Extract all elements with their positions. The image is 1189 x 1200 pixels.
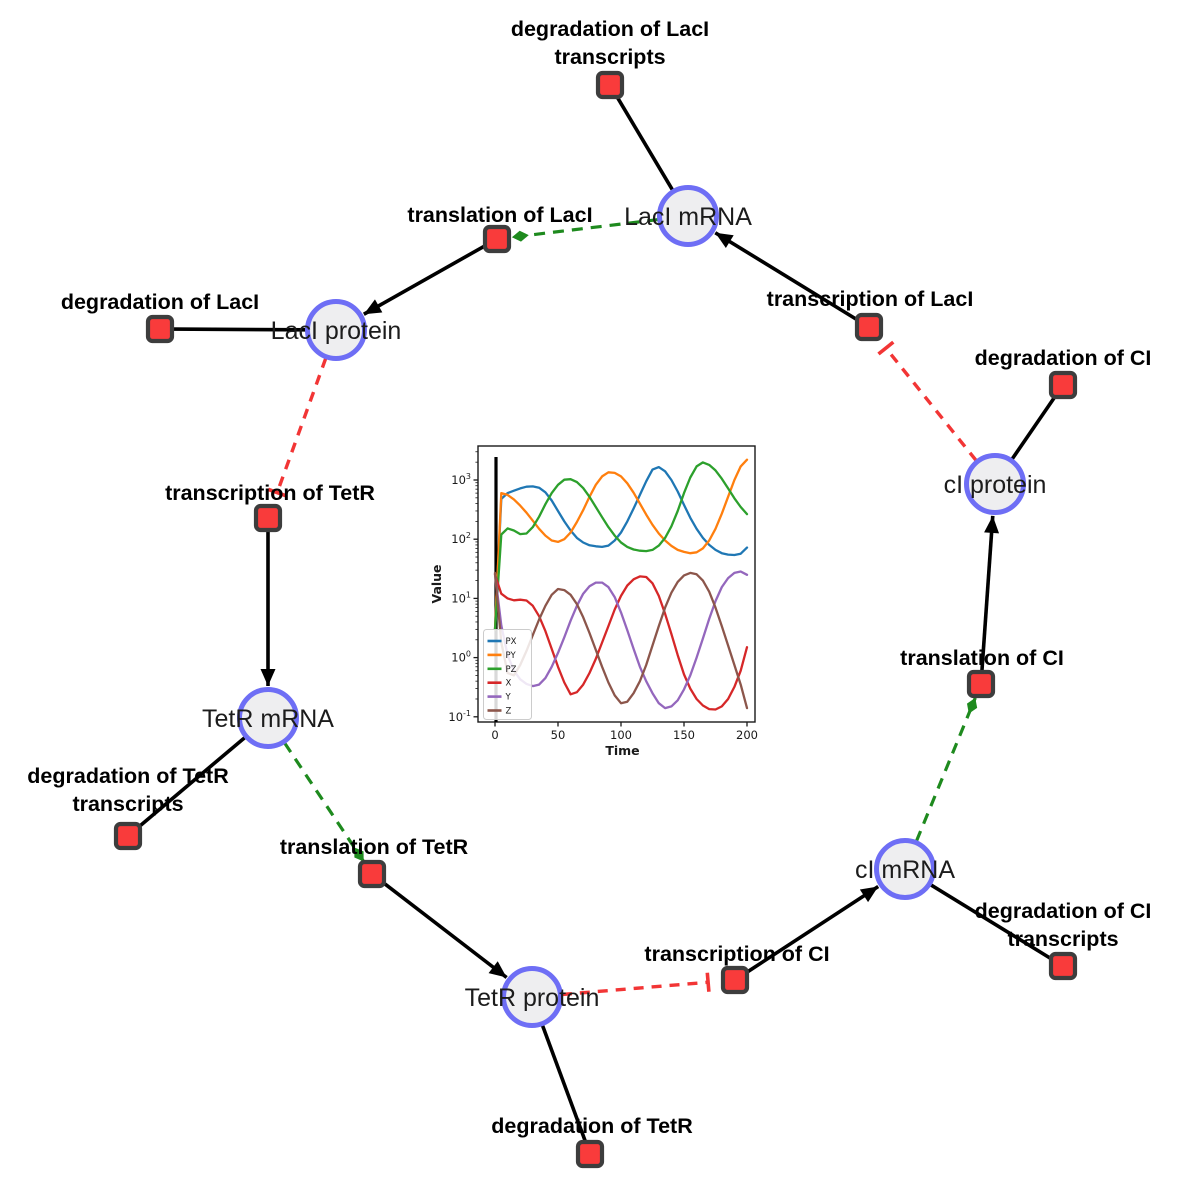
reaction-label-translation-of-tetr: translation of TetR	[280, 835, 469, 859]
legend-label-X: X	[506, 679, 512, 689]
reaction-node-degradation-of-laci-transcripts[interactable]	[595, 70, 625, 100]
reaction-label-degradation-of-laci: degradation of LacI	[61, 290, 259, 314]
x-tick-label: 200	[736, 728, 758, 742]
edge-inhibition-tetr-protein-to-transcription-of-ci[interactable]	[561, 972, 711, 997]
reaction-node-degradation-of-ci[interactable]	[1048, 370, 1078, 400]
legend-label-Y: Y	[505, 693, 512, 703]
y-tick-label: 102	[451, 531, 471, 546]
edge-inhibition-ci-protein-to-transcription-of-laci[interactable]	[877, 340, 978, 462]
species-label-tetr-protein: TetR protein	[465, 984, 600, 1012]
edge-consumption-ci-mrna-to-degradation-of-ci-transcripts[interactable]	[929, 883, 1054, 962]
reaction-node-degradation-of-tetr[interactable]	[575, 1139, 605, 1169]
reaction-node-translation-of-laci[interactable]	[482, 224, 512, 254]
species-label-tetr-mrna: TetR mRNA	[202, 705, 334, 733]
labels-layer: degradation of LacI transcripts translatio…	[27, 17, 1151, 1138]
series-line-Y	[493, 570, 749, 710]
reaction-label-transcription-of-tetr: transcription of TetR	[165, 481, 375, 505]
legend-label-PZ: PZ	[506, 665, 517, 675]
species-label-laci-protein: LacI protein	[271, 317, 402, 345]
reaction-label-translation-of-ci: translation of CI	[900, 646, 1064, 670]
reaction-nodes-layer	[113, 70, 1078, 1169]
series-line-PY	[493, 458, 749, 631]
reaction-label-degradation-of-ci-transcripts: degradation of CI transcripts	[975, 899, 1152, 951]
legend-label-PX: PX	[506, 637, 517, 647]
x-tick-label: 150	[673, 728, 695, 742]
reaction-node-degradation-of-ci-transcripts[interactable]	[1048, 951, 1078, 981]
reaction-node-transcription-of-ci[interactable]	[720, 965, 750, 995]
reaction-node-translation-of-tetr[interactable]	[357, 859, 387, 889]
y-tick-label: 103	[451, 472, 471, 487]
series-line-PZ	[493, 461, 749, 631]
chart-legend: PX PY PZ XYZ	[483, 629, 532, 720]
reaction-node-transcription-of-tetr[interactable]	[253, 503, 283, 533]
reaction-label-degradation-of-tetr: degradation of TetR	[491, 1114, 693, 1138]
edge-production-translation-of-laci-to-laci-protein[interactable]	[362, 243, 488, 316]
reaction-label-degradation-of-tetr-transcripts: degradation of TetR transcripts	[27, 764, 229, 816]
edge-consumption-tetr-mrna-to-degradation-of-tetr-transcripts[interactable]	[136, 735, 247, 830]
reaction-node-translation-of-ci[interactable]	[966, 669, 996, 699]
y-tick-label: 100	[451, 650, 471, 665]
reaction-node-degradation-of-laci[interactable]	[145, 314, 175, 344]
edges-layer	[136, 94, 1058, 1144]
species-node-laci-protein[interactable]	[305, 299, 367, 361]
x-tick-label: 0	[491, 728, 498, 742]
reaction-label-transcription-of-laci: transcription of LacI	[767, 287, 974, 311]
reaction-label-transcription-of-ci: transcription of CI	[644, 942, 829, 966]
series-line-Z	[493, 571, 749, 710]
species-label-laci-mrna: LacI mRNA	[624, 203, 752, 231]
species-node-ci-protein[interactable]	[964, 453, 1026, 515]
edge-catalysis-laci-mrna-to-translation-of-laci[interactable]	[511, 217, 659, 242]
species-node-laci-mrna[interactable]	[657, 185, 719, 247]
y-tick-label: 101	[451, 590, 471, 605]
legend-label-Z: Z	[506, 707, 512, 717]
series-line-PX	[493, 465, 749, 631]
edge-production-translation-of-ci-to-ci-protein[interactable]	[980, 515, 1000, 673]
x-tick-label: 50	[551, 728, 566, 742]
x-axis-title: Time	[605, 743, 639, 758]
edge-consumption-laci-protein-to-degradation-of-laci[interactable]	[171, 327, 307, 332]
edge-production-translation-of-tetr-to-tetr-protein[interactable]	[380, 879, 508, 979]
species-node-ci-mrna[interactable]	[874, 838, 936, 900]
edge-production-transcription-of-laci-to-laci-mrna[interactable]	[714, 231, 860, 323]
x-tick-label: 100	[610, 728, 632, 742]
y-tick-label: 10-1	[448, 709, 471, 724]
reaction-label-degradation-of-ci: degradation of CI	[975, 346, 1152, 370]
reaction-label-degradation-of-laci-transcripts: degradation of LacI transcripts	[511, 17, 709, 69]
y-axis-title: Value	[429, 564, 444, 603]
edge-consumption-tetr-protein-to-degradation-of-tetr[interactable]	[540, 1024, 588, 1144]
reaction-node-transcription-of-laci[interactable]	[854, 312, 884, 342]
edge-production-transcription-of-ci-to-ci-mrna[interactable]	[744, 884, 880, 975]
reaction-node-degradation-of-tetr-transcripts[interactable]	[113, 821, 143, 851]
species-label-ci-protein: cI protein	[944, 471, 1047, 499]
reaction-label-translation-of-laci: translation of LacI	[407, 203, 592, 227]
species-node-tetr-mrna[interactable]	[237, 687, 299, 749]
edge-catalysis-ci-mrna-to-translation-of-ci[interactable]	[914, 697, 978, 842]
series-line-X	[493, 573, 749, 711]
edge-consumption-laci-mrna-to-degradation-of-laci-transcripts[interactable]	[614, 94, 675, 192]
species-label-ci-mrna: cI mRNA	[855, 856, 955, 884]
edge-inhibition-laci-protein-to-transcription-of-tetr[interactable]	[267, 357, 328, 498]
species-node-tetr-protein[interactable]	[501, 966, 563, 1028]
legend-label-PY: PY	[506, 651, 517, 661]
edge-catalysis-tetr-mrna-to-translation-of-tetr[interactable]	[283, 742, 366, 863]
edge-consumption-ci-protein-to-degradation-of-ci[interactable]	[1010, 393, 1058, 461]
species-nodes-layer	[237, 185, 1026, 1028]
